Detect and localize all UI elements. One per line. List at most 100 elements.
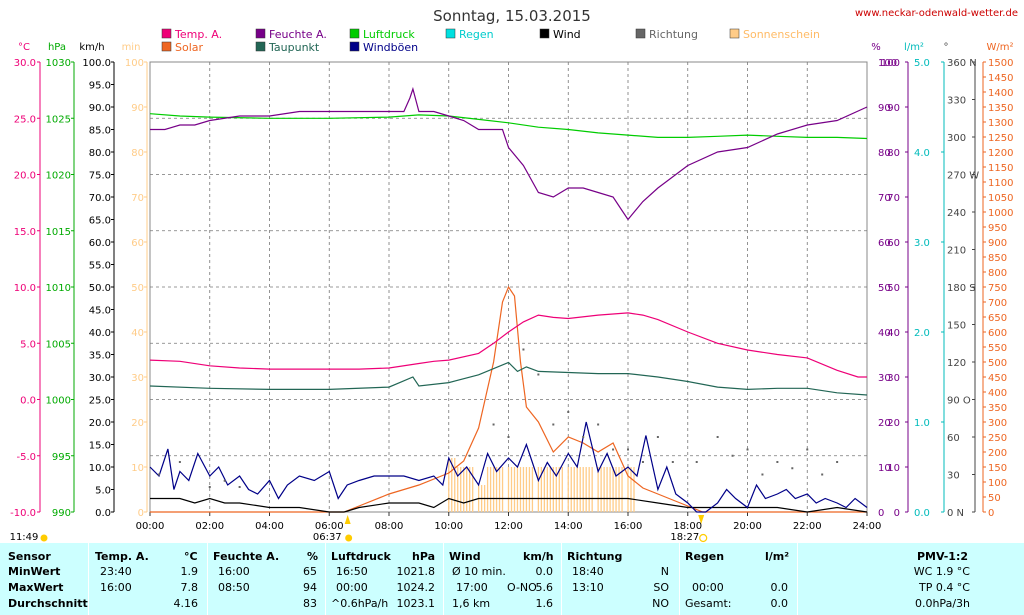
direction-point: [731, 454, 734, 457]
pressure-axis-tick-label: 1025: [46, 114, 71, 125]
wind-max-dir: O-NO: [507, 581, 537, 594]
luftdruck-avg: 1023.1: [396, 597, 436, 610]
solar-axis-tick-label: 1450: [988, 73, 1013, 84]
direction-point: [492, 423, 495, 426]
pressure-axis-tick-label: 1015: [46, 227, 71, 238]
direction-point: [716, 436, 719, 438]
direction-point: [695, 461, 698, 463]
sun-axis-tick-label: 90: [131, 103, 144, 114]
solar-axis-tick-label: 950: [988, 223, 1007, 234]
time-tick-label: 06:00: [315, 521, 344, 532]
temp-axis-tick-label: 25.0: [14, 114, 36, 125]
humidity-inner-tick-label: 30: [878, 373, 891, 384]
pressure-axis-tick-label: 1010: [46, 283, 71, 294]
time-tick-label: 10:00: [434, 521, 463, 532]
row-label-max: MaxWert: [8, 581, 64, 594]
time-tick-label: 02:00: [195, 521, 224, 532]
legend-label-taupunkt: Taupunkt: [268, 41, 320, 54]
solar-axis-tick-label: 350: [988, 403, 1007, 414]
direction-point: [552, 423, 555, 426]
temp-header: Temp. A.: [95, 550, 149, 563]
direction-point: [656, 436, 659, 438]
temp-max: 7.8: [180, 581, 199, 594]
legend-swatch-feuchte: [255, 28, 266, 39]
humidity-axis-tick-label: 90: [887, 103, 900, 114]
temp-axis-tick-label: 5.0: [20, 339, 36, 350]
luftdruck-min: 1021.8: [396, 565, 436, 578]
pressure-axis-tick-label: 990: [52, 508, 71, 519]
time-tick-label: 24:00: [853, 521, 882, 532]
humidity-axis-tick-label: 70: [887, 193, 900, 204]
humidity-inner-tick-label: 70: [878, 193, 891, 204]
feuchte-unit: %: [307, 550, 319, 563]
solar-axis-tick-label: 1000: [988, 208, 1013, 219]
legend-swatch-windboeen: [349, 41, 360, 52]
rain-axis-tick-label: 4.0: [914, 148, 930, 159]
wind-max-time: 17:00: [456, 581, 488, 594]
humidity-inner-tick-label: 10: [878, 463, 891, 474]
sun-axis-unit: min: [122, 42, 141, 53]
temp-axis-tick-label: 0.0: [20, 396, 36, 407]
sun-axis-tick-label: 40: [131, 328, 144, 339]
solar-axis-unit: W/m²: [986, 42, 1013, 53]
luftdruck-header: Luftdruck: [331, 550, 391, 563]
temp-axis-tick-label: 10.0: [14, 283, 36, 294]
richtung-avg: NO: [652, 597, 669, 610]
pressure-axis-tick-label: 1020: [46, 171, 71, 182]
pressure-axis-tick-label: 1030: [46, 58, 71, 69]
temp-axis-tick-label: -5.0: [16, 452, 36, 463]
luftdruck-unit: hPa: [412, 550, 436, 563]
direction-point: [522, 348, 525, 351]
solar-axis-tick-label: 600: [988, 328, 1007, 339]
series-temp-a-: [149, 312, 867, 378]
wind-axis-tick-label: 65.0: [89, 216, 111, 227]
time-tick-label: 00:00: [136, 521, 165, 532]
humidity-inner-tick-label: 40: [878, 328, 891, 339]
sunset-sun-icon: [699, 533, 708, 543]
sun-axis-tick-label: 0: [138, 508, 144, 519]
direction-point: [238, 486, 241, 488]
series-solar: [150, 285, 867, 513]
solar-axis-tick-label: 900: [988, 238, 1007, 249]
solar-axis-tick-label: 800: [988, 268, 1007, 279]
direction-point: [806, 448, 809, 451]
pmv-tp: TP 0.4 °C: [918, 581, 970, 594]
time-tick-label: 20:00: [733, 521, 762, 532]
feuchte-header: Feuchte A.: [213, 550, 280, 563]
sunrise-icon: [344, 515, 351, 524]
wind-axis-tick-label: 45.0: [89, 306, 111, 317]
direction-point: [761, 473, 764, 476]
direction-point: [597, 423, 600, 426]
wind-min: 0.0: [535, 565, 554, 578]
series-luftdruck: [149, 113, 868, 140]
regen-max-time: 00:00: [692, 581, 724, 594]
humidity-axis-tick-label: 100: [881, 58, 900, 69]
legend-swatch-taupunkt: [255, 41, 266, 52]
wind-axis-tick-label: 10.0: [89, 463, 111, 474]
wind-axis-tick-label: 40.0: [89, 328, 111, 339]
sun-axis-tick-label: 80: [131, 148, 144, 159]
temp-axis-unit: °C: [18, 42, 30, 53]
solar-axis-tick-label: 50: [988, 493, 1001, 504]
sunset-time-label: 18:27: [670, 532, 699, 543]
wind-min-label: Ø 10 min.: [452, 565, 506, 578]
direction-point: [537, 373, 540, 376]
solar-axis-tick-label: 1150: [988, 163, 1013, 174]
wind-axis-tick-label: 5.0: [95, 486, 111, 497]
legend-label-windboeen: Windböen: [363, 41, 418, 54]
wind-axis-tick-label: 20.0: [89, 418, 111, 429]
direction-axis-tick-label: 120: [947, 358, 966, 369]
temp-axis-tick-label: 20.0: [14, 171, 36, 182]
time-tick-label: 18:00: [673, 521, 702, 532]
sun-axis-tick-label: 60: [131, 238, 144, 249]
direction-axis-tick-label: 270 W: [947, 171, 979, 182]
wind-axis-tick-label: 30.0: [89, 373, 111, 384]
legend-swatch-sonnenschein: [729, 28, 740, 39]
temp-axis-tick-label: -10.0: [10, 508, 36, 519]
wind-axis-tick-label: 60.0: [89, 238, 111, 249]
sensor-header: Sensor: [8, 550, 51, 563]
wind-axis-tick-label: 55.0: [89, 261, 111, 272]
direction-point: [641, 461, 644, 463]
wind-header: Wind: [449, 550, 481, 563]
wind-axis-tick-label: 85.0: [89, 126, 111, 137]
